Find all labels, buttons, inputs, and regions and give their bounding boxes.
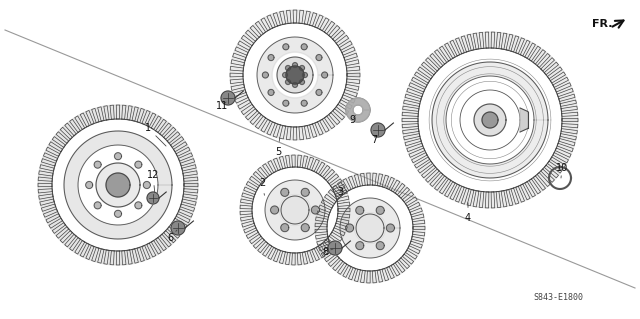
Polygon shape bbox=[346, 98, 370, 122]
Text: 6: 6 bbox=[167, 230, 177, 243]
Polygon shape bbox=[315, 173, 425, 283]
Polygon shape bbox=[376, 242, 384, 250]
Polygon shape bbox=[230, 10, 360, 140]
Polygon shape bbox=[387, 224, 394, 232]
Polygon shape bbox=[115, 153, 122, 160]
Text: S843-E1800: S843-E1800 bbox=[533, 293, 583, 302]
Polygon shape bbox=[285, 65, 291, 70]
Polygon shape bbox=[94, 161, 101, 168]
Polygon shape bbox=[147, 192, 159, 204]
Polygon shape bbox=[221, 91, 235, 105]
Polygon shape bbox=[316, 89, 322, 95]
Polygon shape bbox=[115, 210, 122, 217]
Polygon shape bbox=[402, 32, 578, 208]
Polygon shape bbox=[474, 104, 506, 136]
Text: 11: 11 bbox=[216, 101, 228, 111]
Polygon shape bbox=[286, 66, 304, 84]
Polygon shape bbox=[271, 206, 278, 214]
Polygon shape bbox=[285, 79, 291, 85]
Polygon shape bbox=[94, 202, 101, 209]
Text: 2: 2 bbox=[259, 178, 265, 195]
Polygon shape bbox=[135, 161, 142, 168]
Text: 5: 5 bbox=[275, 138, 281, 157]
Text: 9: 9 bbox=[349, 115, 355, 125]
Text: 4: 4 bbox=[465, 203, 471, 223]
Polygon shape bbox=[106, 173, 130, 197]
Polygon shape bbox=[268, 55, 274, 61]
Polygon shape bbox=[64, 131, 172, 239]
Polygon shape bbox=[268, 89, 274, 95]
Polygon shape bbox=[283, 100, 289, 106]
Text: 10: 10 bbox=[556, 163, 568, 178]
Polygon shape bbox=[283, 44, 289, 50]
Polygon shape bbox=[171, 221, 185, 235]
Polygon shape bbox=[281, 196, 309, 224]
Polygon shape bbox=[265, 180, 325, 240]
Polygon shape bbox=[240, 155, 350, 265]
Polygon shape bbox=[312, 206, 319, 214]
Polygon shape bbox=[340, 198, 400, 258]
Polygon shape bbox=[303, 72, 307, 78]
Polygon shape bbox=[301, 44, 307, 50]
Polygon shape bbox=[38, 105, 198, 265]
Polygon shape bbox=[301, 100, 307, 106]
Polygon shape bbox=[292, 63, 298, 68]
Polygon shape bbox=[356, 242, 364, 250]
Polygon shape bbox=[143, 182, 150, 189]
Polygon shape bbox=[432, 62, 548, 178]
Polygon shape bbox=[283, 72, 287, 78]
Polygon shape bbox=[346, 224, 354, 232]
Polygon shape bbox=[281, 224, 289, 232]
Polygon shape bbox=[322, 72, 328, 78]
Polygon shape bbox=[96, 163, 140, 207]
Polygon shape bbox=[135, 202, 142, 209]
Polygon shape bbox=[376, 206, 384, 214]
Polygon shape bbox=[86, 182, 93, 189]
Polygon shape bbox=[301, 188, 309, 196]
Polygon shape bbox=[482, 112, 498, 128]
Polygon shape bbox=[328, 241, 342, 255]
Polygon shape bbox=[281, 188, 289, 196]
Polygon shape bbox=[301, 224, 309, 232]
Polygon shape bbox=[316, 55, 322, 61]
Polygon shape bbox=[356, 214, 384, 242]
Polygon shape bbox=[520, 108, 528, 132]
Polygon shape bbox=[277, 57, 313, 93]
Polygon shape bbox=[257, 37, 333, 113]
Text: 3: 3 bbox=[337, 187, 344, 202]
Text: 7: 7 bbox=[371, 135, 377, 145]
Polygon shape bbox=[356, 206, 364, 214]
Polygon shape bbox=[371, 123, 385, 137]
Text: 12: 12 bbox=[147, 170, 159, 192]
Text: 8: 8 bbox=[322, 247, 333, 257]
Polygon shape bbox=[300, 65, 305, 70]
Text: 1: 1 bbox=[145, 123, 166, 146]
Text: FR.: FR. bbox=[592, 19, 612, 29]
Polygon shape bbox=[262, 72, 268, 78]
Polygon shape bbox=[300, 79, 305, 85]
Polygon shape bbox=[292, 82, 298, 87]
